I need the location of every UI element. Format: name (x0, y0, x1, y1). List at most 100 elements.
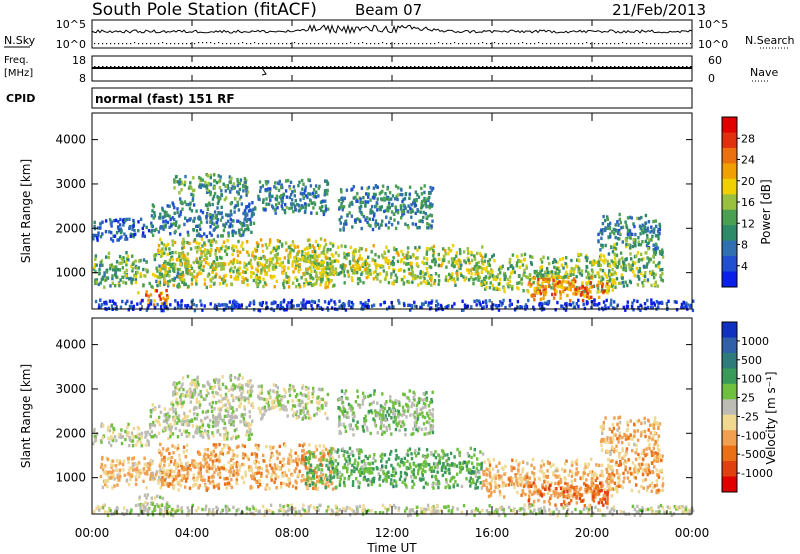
nsearch-dot (398, 43, 400, 45)
heatmap-cell (119, 305, 123, 309)
heatmap-cell (256, 244, 259, 248)
heatmap-cell (160, 249, 164, 253)
heatmap-cell (615, 242, 619, 246)
heatmap-cell (231, 388, 235, 392)
nave-dot (626, 66, 628, 68)
nave-dot (294, 66, 296, 68)
heatmap-cell (303, 247, 307, 251)
heatmap-cell (149, 408, 152, 413)
heatmap-cell (580, 273, 584, 277)
nsearch-dot (102, 43, 104, 45)
heatmap-cell (385, 425, 388, 430)
heatmap-cell (122, 259, 126, 264)
nsearch-dot (666, 43, 668, 45)
nave-dot (170, 66, 172, 68)
heatmap-cell (646, 233, 649, 238)
heatmap-cell (308, 243, 312, 247)
heatmap-cell (390, 262, 393, 266)
heatmap-cell (477, 272, 480, 276)
heatmap-cell (602, 300, 606, 304)
heatmap-cell (216, 201, 220, 206)
nsearch-dot (522, 42, 524, 44)
heatmap-cell (201, 410, 205, 414)
heatmap-cell (381, 432, 384, 436)
heatmap-cell (225, 283, 228, 287)
heatmap-cell (627, 243, 631, 247)
heatmap-cell (346, 397, 350, 401)
heatmap-cell (315, 274, 318, 279)
heatmap-cell (423, 415, 427, 420)
heatmap-cell (270, 194, 274, 199)
heatmap-cell (312, 191, 315, 195)
heatmap-cell (232, 258, 235, 263)
heatmap-cell (456, 277, 459, 281)
nave-dot (278, 66, 280, 68)
heatmap-cell (192, 302, 196, 307)
heatmap-cell (285, 248, 288, 252)
nsearch-dot (358, 43, 360, 45)
heatmap-cell (221, 382, 225, 387)
heatmap-cell (415, 420, 418, 424)
heatmap-cell (249, 264, 253, 268)
heatmap-cell (285, 275, 288, 279)
heatmap-cell (265, 197, 268, 201)
heatmap-cell (652, 219, 655, 224)
heatmap-cell (644, 271, 647, 275)
heatmap-cell (423, 196, 426, 201)
heatmap-cell (234, 384, 237, 388)
heatmap-cell (566, 286, 569, 291)
heatmap-cell (290, 198, 294, 202)
heatmap-cell (340, 197, 343, 201)
heatmap-cell (329, 279, 332, 283)
heatmap-cell (376, 431, 379, 435)
heatmap-cell (643, 225, 647, 229)
heatmap-cell (229, 222, 232, 226)
heatmap-cell (589, 290, 592, 294)
nsearch-dot (226, 43, 228, 45)
heatmap-cell (207, 272, 211, 276)
heatmap-cell (613, 256, 617, 260)
heatmap-cell (381, 413, 384, 417)
heatmap-cell (338, 429, 341, 434)
heatmap-cell (299, 198, 302, 202)
heatmap-cell (280, 242, 284, 246)
heatmap-cell (184, 394, 187, 398)
heatmap-cell (652, 247, 655, 252)
heatmap-cell (457, 258, 460, 262)
heatmap-cell (434, 262, 437, 267)
heatmap-cell (263, 269, 266, 273)
heatmap-cell (629, 232, 632, 236)
nsearch-dot (430, 43, 432, 45)
heatmap-cell (313, 260, 316, 264)
heatmap-cell (599, 425, 602, 429)
heatmap-cell (298, 263, 301, 267)
heatmap-cell (241, 185, 245, 189)
heatmap-cell (290, 407, 294, 411)
heatmap-cell (342, 405, 345, 409)
heatmap-cell (621, 276, 624, 280)
heatmap-cell (249, 220, 252, 225)
heatmap-cell (423, 190, 426, 195)
heatmap-cell (166, 411, 170, 416)
heatmap-cell (209, 386, 212, 390)
heatmap-cell (122, 280, 125, 284)
heatmap-cell (250, 265, 254, 270)
heatmap-cell (166, 425, 169, 430)
heatmap-cell (601, 221, 605, 226)
heatmap-cell (300, 409, 303, 413)
heatmap-cell (429, 185, 432, 190)
heatmap-cell (590, 295, 593, 299)
heatmap-cell (220, 205, 223, 209)
heatmap-cell (205, 220, 209, 224)
heatmap-cell (360, 210, 363, 215)
heatmap-cell (474, 272, 477, 276)
nave-dot (402, 66, 404, 68)
heatmap-cell (267, 268, 271, 272)
heatmap-cell (137, 266, 140, 270)
heatmap-cell (388, 197, 391, 202)
heatmap-cell (198, 223, 201, 228)
heatmap-cell (296, 278, 299, 282)
heatmap-cell (151, 272, 155, 277)
heatmap-cell (187, 388, 191, 393)
heatmap-cell (271, 206, 275, 210)
